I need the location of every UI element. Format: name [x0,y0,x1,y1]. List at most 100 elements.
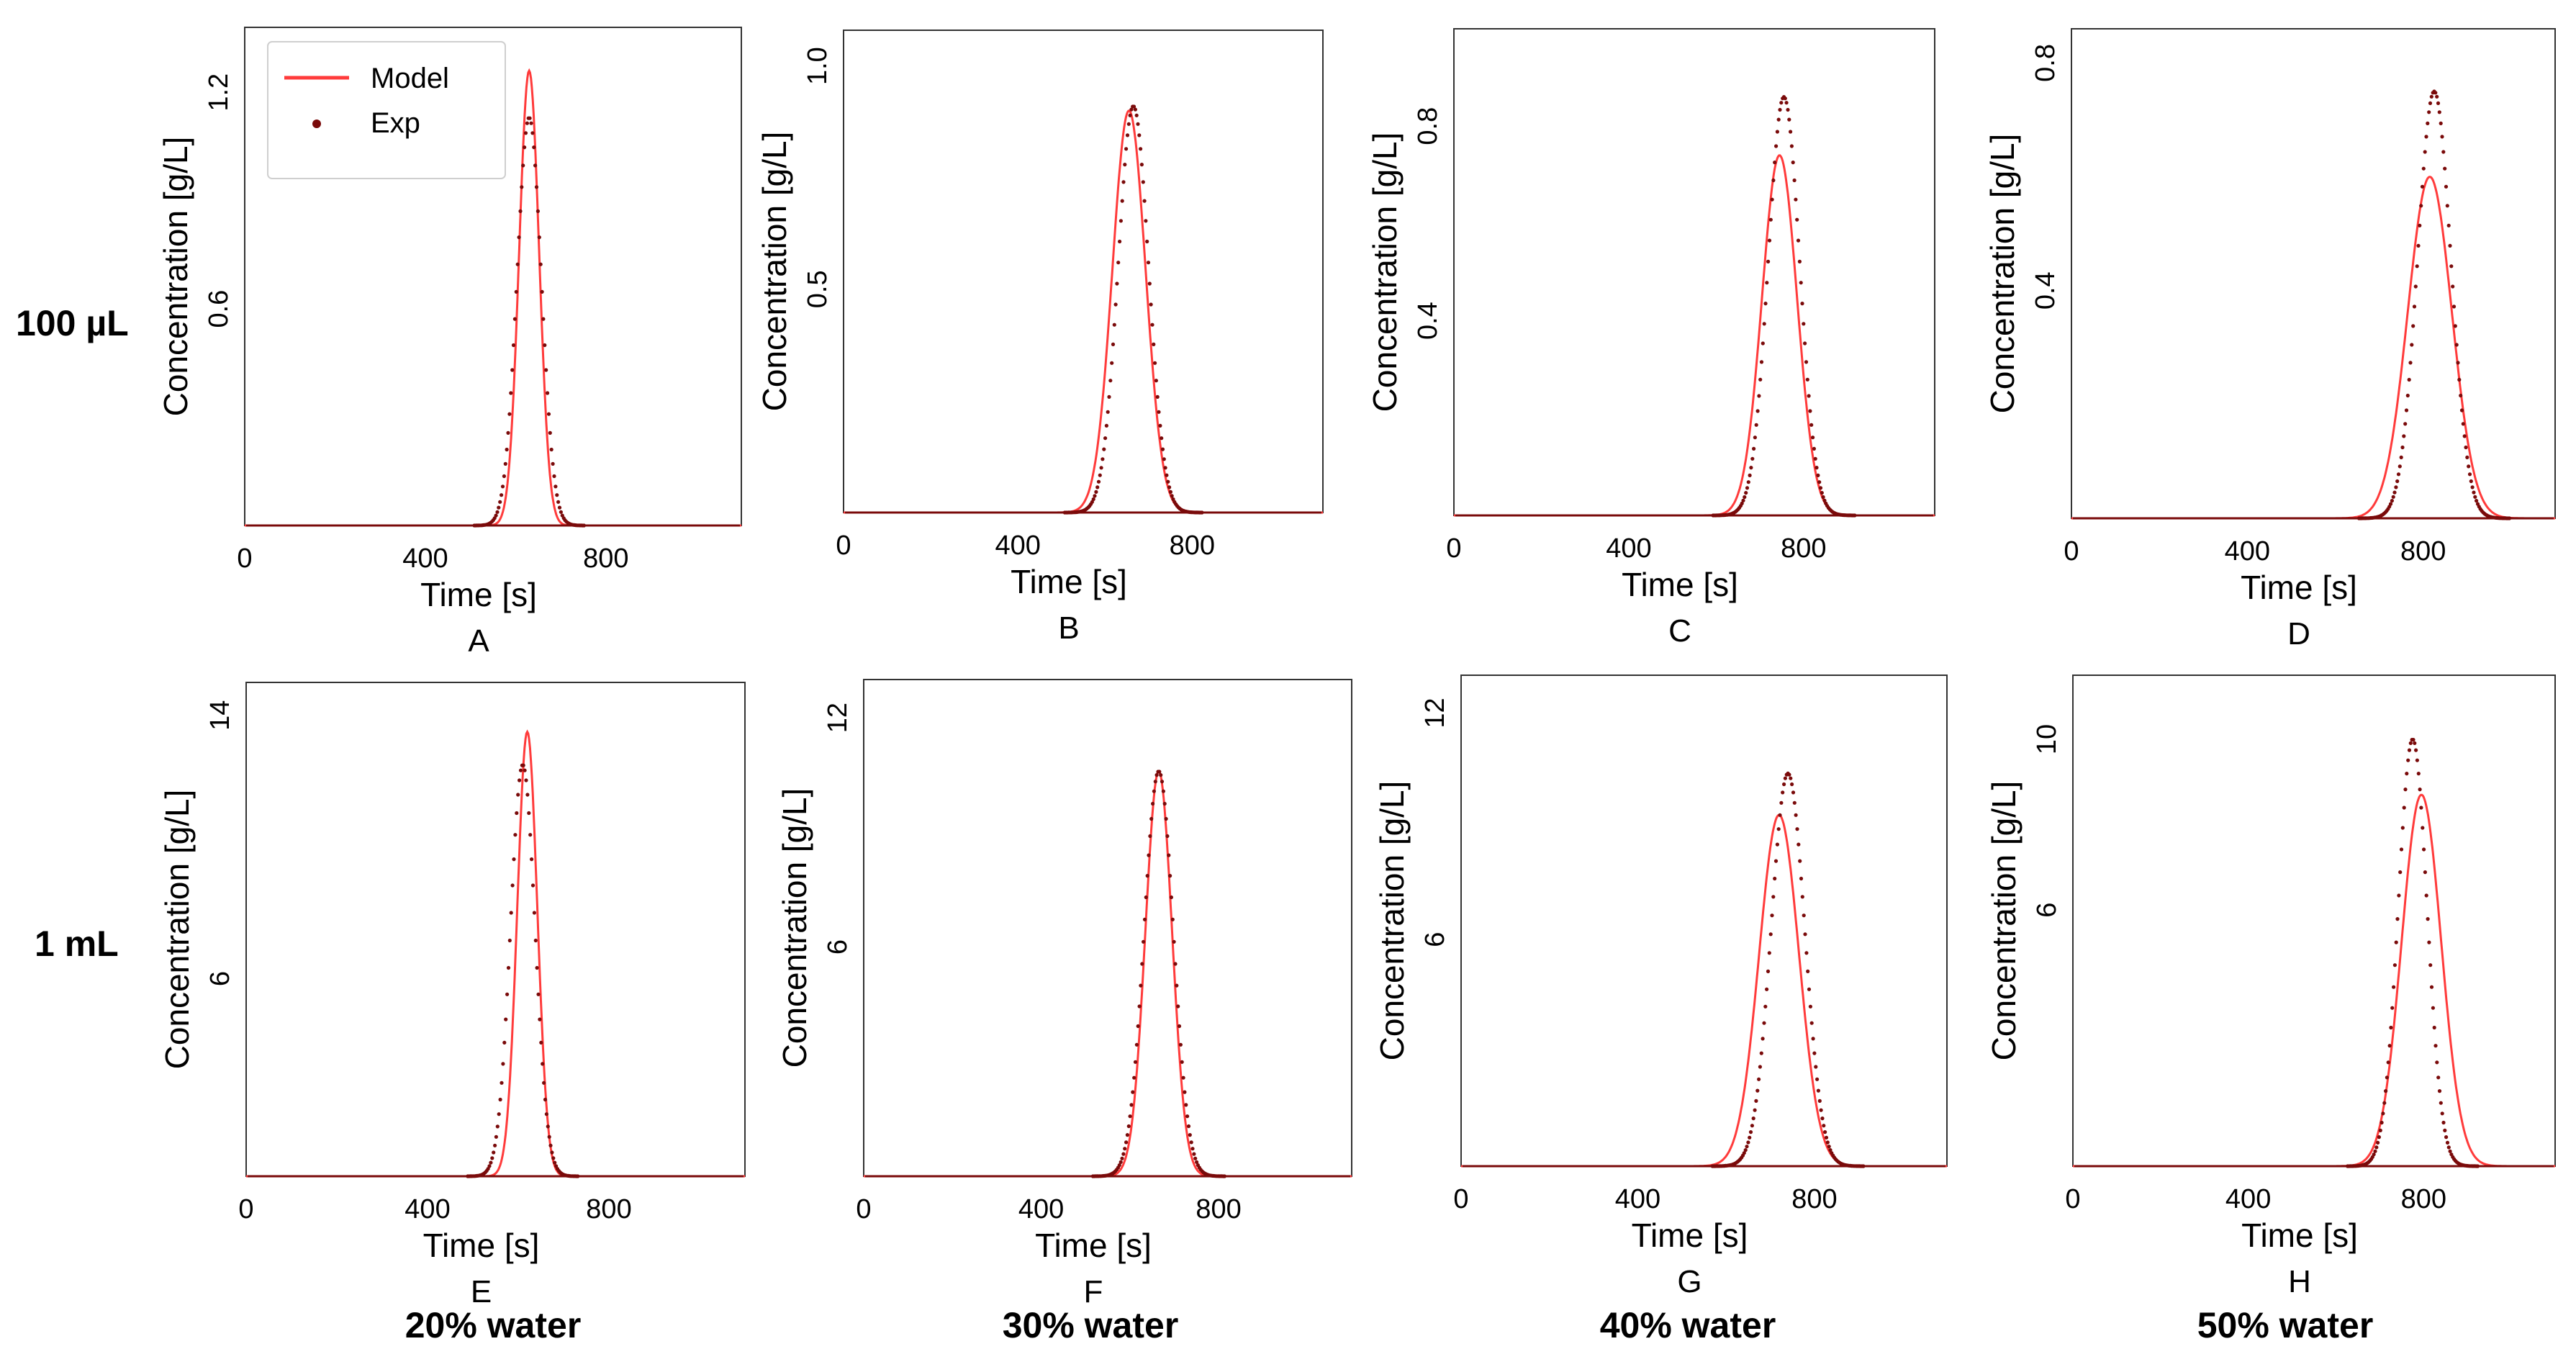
exp-point [2465,455,2469,460]
exp-point [1795,217,1799,222]
x-tick-label: 0 [237,543,252,574]
exp-point [2421,166,2426,171]
exp-point [2387,1044,2392,1048]
exp-point [2377,1135,2381,1140]
exp-point [548,430,552,436]
exp-series-e [248,763,744,1178]
exp-point [1814,1065,1818,1069]
exp-point [2426,917,2430,921]
exp-point [509,911,513,915]
exp-point [1160,436,1164,441]
exp-point [1170,917,1175,921]
exp-point [1799,876,1804,881]
exp-point [2403,422,2408,426]
exp-point [1824,1135,1829,1140]
legend-exp-swatch [312,119,321,128]
exp-point [1190,1147,1195,1151]
exp-point [1822,498,1827,502]
exp-point [544,368,548,372]
exp-point [1145,874,1149,878]
exp-point [2399,847,2404,852]
exp-point [2413,741,2417,745]
exp-point [534,185,539,189]
exp-point [2408,741,2413,745]
exp-point [1139,147,1143,151]
panel-d: 0 400 800 0.4 0.8 Time [s] Concentration [g/L]… [1984,28,2556,651]
exp-point [2437,110,2441,114]
exp-point [521,763,525,767]
model-curve-b [844,109,1323,514]
exp-point [1120,1156,1124,1160]
exp-point [1813,456,1817,461]
exp-point [502,474,507,479]
exp-point [551,1156,556,1160]
exp-series-g [1463,771,1945,1168]
exp-point [2420,184,2425,189]
exp-point [1121,180,1126,184]
exp-point [1160,447,1165,451]
exp-point [1128,1114,1132,1119]
legend-model-label: Model [371,63,449,94]
exp-point [1808,409,1812,413]
x-axis-label: Time [s] [423,1227,540,1264]
exp-point [516,793,520,797]
exp-point [1820,1116,1825,1121]
exp-point [1129,107,1134,112]
exp-point [524,778,528,782]
exp-point [2441,1120,2446,1125]
exp-point [538,262,543,266]
model-curve-f [864,770,1352,1178]
panel-c: 0 400 800 0.4 0.8 Time [s] Concentration [g/L]… [1366,28,1935,649]
exp-point [521,163,525,168]
exp-point [1799,281,1803,285]
exp-point [2427,110,2431,114]
exp-point [1809,423,1814,427]
exp-point [1175,983,1179,988]
y-tick-label: 10 [2032,724,2062,754]
exp-point [2402,806,2406,810]
exp-point [1160,780,1165,784]
exp-point [1178,1042,1183,1047]
exp-point [514,289,518,294]
exp-point [1158,423,1162,428]
exp-point [1781,790,1785,795]
exp-point [1803,932,1807,937]
x-tick-label: 800 [1170,531,1215,561]
exp-point [2400,826,2405,830]
exp-point [2386,1060,2390,1065]
y-tick-label: 14 [205,700,235,731]
exp-point [1787,117,1791,122]
exp-point [2440,1111,2444,1116]
exp-point [555,493,559,497]
exp-point [1165,834,1170,839]
exp-point [1148,834,1152,839]
exp-point [1791,161,1795,165]
exp-point [2459,393,2463,398]
exp-point [1173,962,1178,966]
exp-point [512,317,518,321]
exp-point [549,447,553,452]
exp-point [2457,377,2462,382]
exp-point [2372,1152,2376,1157]
column-label-20-water: 20% water [405,1305,582,1345]
panel-letter-e: E [471,1274,492,1309]
plot-frame-e [245,682,746,1177]
x-tick-label: 400 [402,543,448,574]
exp-point [495,510,500,514]
exp-point [540,289,544,294]
exp-point [1110,361,1114,365]
exp-point [1773,161,1777,165]
exp-point [1118,1160,1123,1164]
exp-point [1106,410,1110,414]
exp-point [523,145,527,150]
exp-point [1170,494,1174,498]
exp-point [2408,361,2413,365]
exp-point [2384,1089,2388,1093]
exp-point [2448,1149,2452,1153]
y-axis-label: Concentration [g/L] [1985,781,2023,1061]
exp-point [1761,341,1765,346]
exp-point [2403,788,2408,792]
exp-point [1820,491,1824,495]
exp-point [1166,479,1170,484]
exp-point [1107,394,1111,400]
